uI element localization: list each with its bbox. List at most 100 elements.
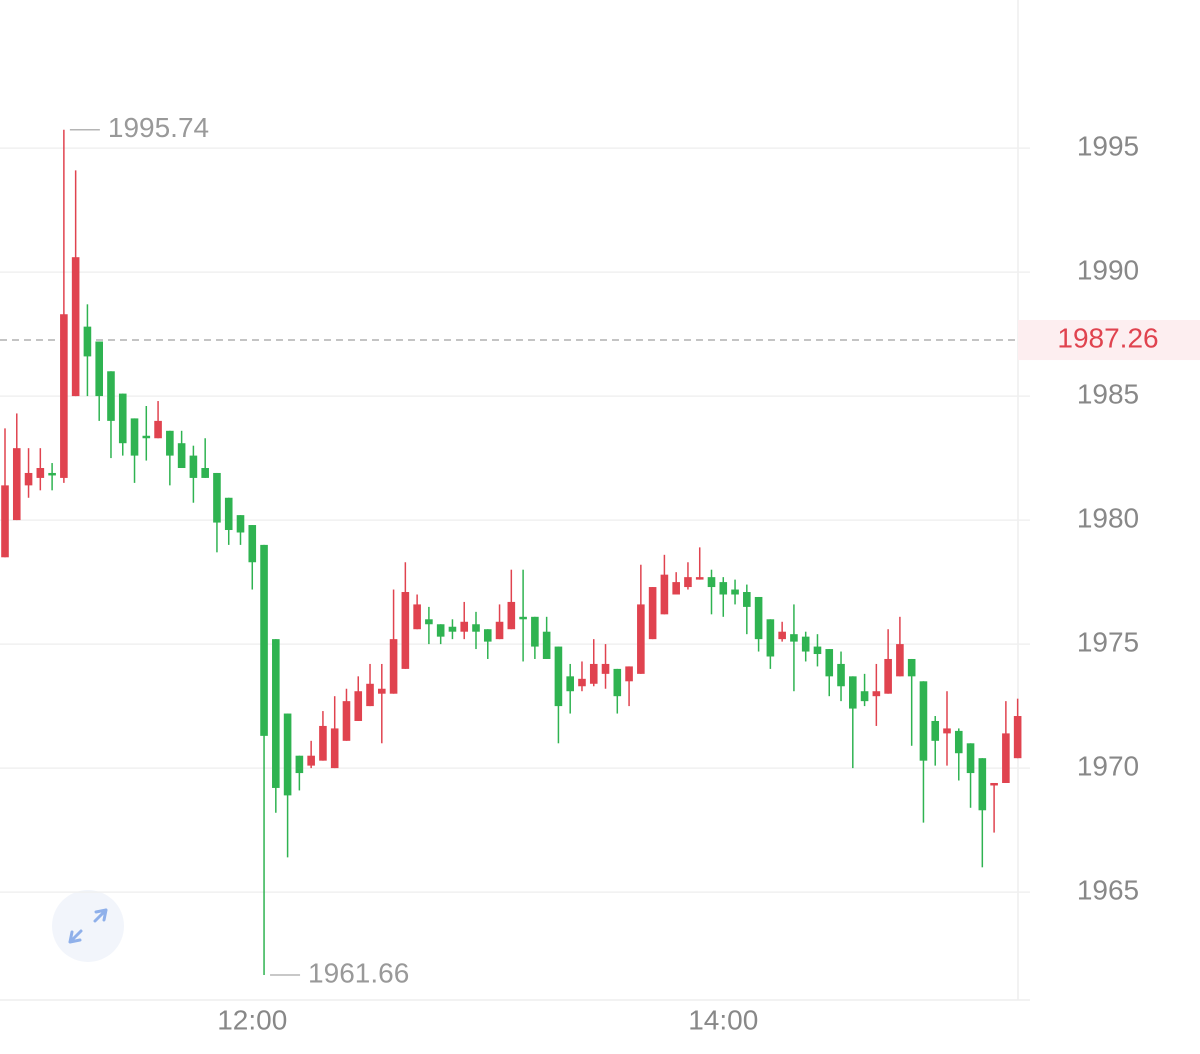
candle-body [248,525,257,563]
candle-body [931,720,940,741]
candle [601,644,610,689]
candle [754,596,763,652]
candle-body [813,646,822,655]
candle-body [896,644,904,677]
candle-body [71,257,80,397]
candle-body [283,713,292,796]
candle [283,713,292,858]
candle-body [448,626,457,632]
candle-body [601,663,610,674]
candle-body [801,636,810,652]
candle [60,129,68,483]
candle-body [107,371,115,421]
candle [707,569,716,615]
candle-body [413,604,421,630]
candle-body [966,743,975,774]
candle-body [695,577,704,580]
candle [837,651,845,702]
candle-body [507,601,516,630]
y-tick-label: 1965 [1077,875,1139,906]
candle-body [425,619,433,625]
candle [224,497,233,545]
candle-body [366,683,374,707]
candle [107,371,115,459]
expand-icon[interactable] [68,908,108,944]
candle [154,401,162,439]
candle [1,428,9,558]
candle [366,663,374,707]
candle-body [177,443,186,469]
candle [542,616,551,659]
candle-body [919,681,928,761]
last-price-label-bg [1018,320,1200,361]
candle-body [860,691,869,702]
candle-body [224,497,233,531]
candle [48,463,56,491]
candle-body [236,515,245,533]
candle [448,619,457,640]
candle [189,445,198,503]
candle-body [260,544,268,736]
candle [554,646,563,744]
expand-button[interactable] [52,890,124,962]
candle [213,472,221,553]
candle-body [589,663,598,684]
candle [36,448,45,491]
candle [12,413,21,521]
x-tick-label: 12:00 [217,1004,287,1035]
high-annotation: 1995.74 [108,112,209,143]
candle [743,584,751,635]
candle-body [943,728,951,734]
expand-button-bg[interactable] [52,890,124,962]
candle [637,564,645,674]
candle [578,661,586,692]
candle [684,562,692,590]
candle-body [743,592,751,607]
candle [24,448,33,498]
candle [1013,698,1022,759]
candle [177,430,186,469]
candle [142,406,151,461]
candle [248,525,257,590]
candle [83,304,92,397]
candle [978,758,987,868]
candle [531,616,539,659]
x-tick-label: 14:00 [688,1004,758,1035]
candle [625,666,633,707]
candle [201,438,209,478]
candle [166,430,174,486]
candle-body [837,663,845,687]
candle-body [436,624,445,637]
y-tick-label: 1980 [1077,502,1139,533]
candle-body [849,676,857,709]
candle [860,673,869,707]
candle-body [472,624,480,632]
candle-body [990,782,998,786]
candle-body [531,616,539,647]
candle [495,604,504,640]
candle-body [519,616,527,620]
candle-body [483,629,492,642]
candle [413,594,421,630]
candle-body [672,582,680,595]
last-price-label: 1987.26 [1057,322,1158,353]
candle [295,755,304,791]
candle [566,663,574,714]
candle-body [707,577,716,588]
candle [472,611,480,650]
candle [460,601,469,640]
candle [778,621,786,642]
candle-body [378,688,386,694]
candle [130,418,139,483]
candle [790,604,798,692]
candle [272,639,280,813]
candle-body [36,468,45,478]
candle [825,649,834,697]
candle [966,743,975,808]
candle [943,691,951,766]
candle-body [201,468,209,478]
candle [260,544,268,975]
candle-body [613,668,622,697]
